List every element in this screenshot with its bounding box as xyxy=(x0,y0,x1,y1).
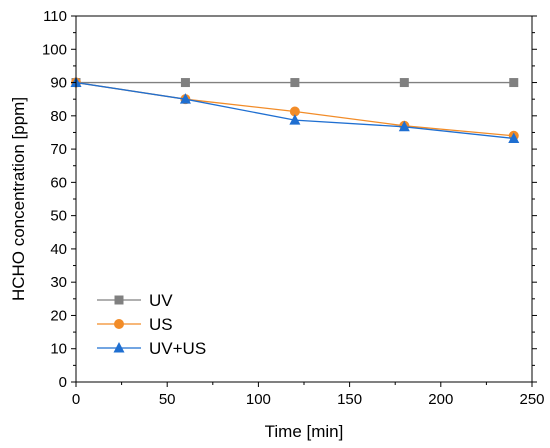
y-tick-label: 70 xyxy=(50,141,67,158)
x-tick-label: 0 xyxy=(72,391,80,408)
y-axis-title: HCHO concentration [ppm] xyxy=(9,97,28,301)
data-point xyxy=(290,78,300,88)
series-uv-us xyxy=(70,76,520,143)
y-tick-label: 80 xyxy=(50,108,67,125)
y-tick-label: 0 xyxy=(59,374,67,391)
y-tick-label: 50 xyxy=(50,208,67,225)
y-tick-label: 100 xyxy=(42,41,67,58)
data-point xyxy=(509,78,519,88)
data-point xyxy=(179,93,191,104)
y-tick-label: 10 xyxy=(50,341,67,358)
series-layer xyxy=(70,76,520,143)
data-point xyxy=(398,120,410,132)
legend-label: US xyxy=(149,315,173,334)
data-point xyxy=(508,132,520,143)
x-tick-label: 100 xyxy=(246,391,271,408)
data-point xyxy=(289,114,301,125)
x-tick-label: 250 xyxy=(519,391,544,408)
y-tick-label: 110 xyxy=(43,8,67,25)
y-tick-label: 90 xyxy=(50,75,67,92)
plot-frame xyxy=(75,15,533,383)
x-tick-label: 150 xyxy=(337,391,362,408)
series-uv xyxy=(71,78,519,88)
y-tick-label: 40 xyxy=(50,241,67,258)
legend-item: UV+US xyxy=(97,339,206,358)
legend-marker xyxy=(114,319,124,329)
legend-label: UV xyxy=(149,291,173,310)
legend-item: UV xyxy=(97,291,173,310)
y-tick-label: 60 xyxy=(50,174,67,191)
legend: UV US UV+US xyxy=(97,291,206,358)
legend-marker xyxy=(114,295,124,305)
y-tick-label: 20 xyxy=(50,307,67,324)
x-tick-label: 50 xyxy=(159,391,176,408)
x-tick-label: 200 xyxy=(428,391,453,408)
x-axis-title: Time [min] xyxy=(265,422,344,441)
axes-layer: 0 50 100 150 200 250 0 10 20 30 40 50 60 70 80 90 100 110 xyxy=(42,8,545,408)
data-point xyxy=(399,78,409,88)
legend-marker xyxy=(113,342,125,353)
y-tick-label: 30 xyxy=(50,274,67,291)
legend-label: UV+US xyxy=(149,339,206,358)
data-point xyxy=(289,106,300,117)
legend-item: US xyxy=(97,315,173,334)
data-point xyxy=(180,78,190,88)
